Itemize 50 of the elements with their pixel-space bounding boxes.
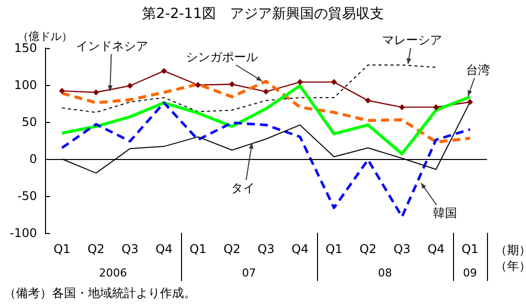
point <box>263 88 269 95</box>
y-axis-title: （億ドル） <box>18 30 72 43</box>
x-tick-label: Q4 <box>291 242 309 256</box>
text: 韓国 <box>433 206 457 220</box>
text: （備考）各国・地域統計より作成。 <box>4 286 196 300</box>
y-tick-label: 100 <box>14 78 37 92</box>
point <box>59 88 65 94</box>
x-tick-label: Q4 <box>155 242 173 256</box>
y-tick-label: -50 <box>17 189 37 203</box>
text: 08 <box>378 266 392 280</box>
x-tick-label: Q3 <box>121 242 139 256</box>
series-label: マレーシア <box>382 33 442 47</box>
x-tick-label: Q2 <box>359 242 377 256</box>
y-tick-label: 0 <box>29 152 37 166</box>
point <box>433 104 439 110</box>
series-label: シンガポール <box>186 50 258 64</box>
x-tick-label: Q2 <box>87 242 105 256</box>
x-tick-label: Q2 <box>223 242 241 256</box>
point <box>399 104 405 110</box>
line-series <box>60 102 472 218</box>
series-label: インドネシア <box>76 39 148 53</box>
line-series <box>60 80 472 144</box>
x-tick-label: Q4 <box>427 242 445 256</box>
text: （年） <box>495 259 526 273</box>
chart-title: 第2-2-11図 アジア新興国の貿易収支 <box>142 6 384 22</box>
x-tick-label: Q1 <box>325 242 343 256</box>
point <box>93 89 99 96</box>
series-label: 台湾 <box>466 63 490 77</box>
y-tick-label: -100 <box>10 226 37 240</box>
point <box>127 82 133 89</box>
point <box>161 68 167 74</box>
text: 2006 <box>99 266 127 280</box>
point <box>331 79 337 86</box>
x-axis-title: （期） <box>495 243 526 257</box>
point <box>229 81 235 88</box>
point <box>195 82 201 88</box>
y-tick-label: 150 <box>14 41 37 55</box>
x-tick-label: Q1 <box>53 242 71 256</box>
point <box>365 98 371 104</box>
x-tick-label: Q1 <box>189 242 207 256</box>
point <box>467 99 473 106</box>
line-series <box>62 64 436 113</box>
x-tick-label: Q1 <box>461 242 479 256</box>
y-tick-label: 50 <box>22 115 37 129</box>
point <box>297 79 303 86</box>
x-tick-label: Q3 <box>257 242 275 256</box>
text: 07 <box>242 266 256 280</box>
x-tick-label: Q3 <box>393 242 411 256</box>
text: タイ <box>231 181 255 195</box>
text: 09 <box>463 266 477 280</box>
